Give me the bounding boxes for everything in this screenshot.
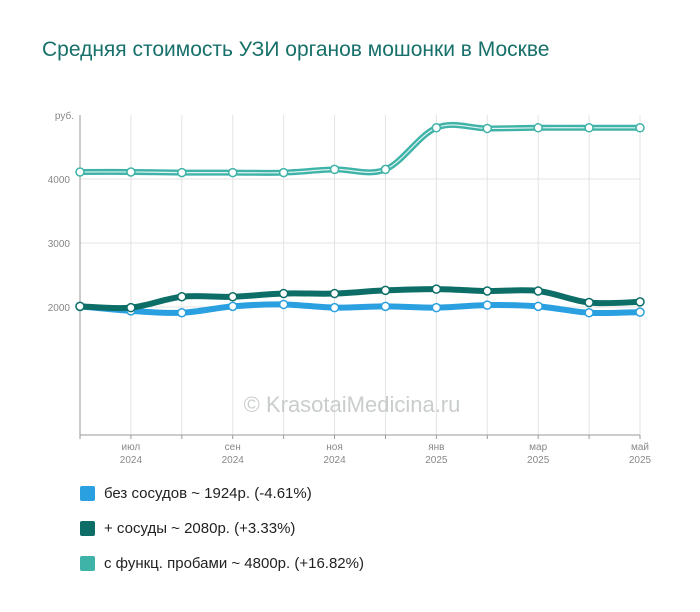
legend-item[interactable]: с функц. пробами ~ 4800р. (+16.82%) xyxy=(80,554,364,572)
x-tick-label-month: янв xyxy=(428,442,444,453)
x-tick-label-month: мар xyxy=(529,442,547,453)
legend-label: + сосуды ~ 2080р. (+3.33%) xyxy=(104,519,296,537)
y-tick-label: 2000 xyxy=(48,303,71,314)
data-point xyxy=(75,301,85,312)
x-tick-label-year: 2024 xyxy=(222,455,245,466)
data-point xyxy=(482,286,493,296)
series-1 xyxy=(75,299,645,318)
data-point xyxy=(533,301,543,312)
data-point xyxy=(380,301,391,312)
data-point xyxy=(126,167,136,177)
data-point xyxy=(431,123,442,133)
y-tick-label: 4000 xyxy=(48,175,71,186)
y-tick-labels: руб. 2000 3000 4000 xyxy=(48,110,74,314)
data-point xyxy=(227,292,238,302)
data-point xyxy=(329,302,340,313)
data-point xyxy=(278,167,289,178)
data-point xyxy=(126,302,136,313)
data-point xyxy=(584,297,594,308)
data-point xyxy=(329,164,340,175)
x-tick-labels: июл 2024 сен 2024 ноя 2024 янв 2025 мар 2025 май 20… xyxy=(120,442,652,466)
data-point xyxy=(278,299,289,310)
data-point xyxy=(380,285,391,296)
legend-swatch xyxy=(80,485,95,501)
data-point xyxy=(278,288,289,299)
data-point xyxy=(635,307,645,317)
x-tick-label-year: 2024 xyxy=(323,455,346,466)
chart-title: Средняя стоимость УЗИ органов мошонки в … xyxy=(42,38,550,61)
x-tick-label-year: 2025 xyxy=(425,455,448,466)
data-point xyxy=(482,123,493,134)
series-lines xyxy=(75,122,645,318)
data-point xyxy=(431,302,442,313)
data-point xyxy=(431,284,442,294)
data-point xyxy=(584,123,594,133)
series-line xyxy=(77,122,643,176)
series-3 xyxy=(75,122,645,178)
data-point xyxy=(227,167,238,178)
series-line xyxy=(77,301,643,317)
series-line-highlight xyxy=(79,124,640,174)
y-tick-label: 3000 xyxy=(48,239,71,250)
data-point xyxy=(177,167,187,178)
data-point xyxy=(75,167,85,177)
x-tick-label-month: ноя xyxy=(326,442,343,453)
x-tick-label-month: май xyxy=(631,442,649,453)
grid xyxy=(80,115,641,435)
legend-item[interactable]: без сосудов ~ 1924р. (-4.61%) xyxy=(80,484,364,502)
legend-item[interactable]: + сосуды ~ 2080р. (+3.33%) xyxy=(80,519,364,537)
data-point xyxy=(380,164,391,175)
x-tick-label-year: 2025 xyxy=(629,455,652,466)
data-point xyxy=(177,308,187,318)
x-tick-label-year: 2024 xyxy=(120,455,143,466)
legend-label: с функц. пробами ~ 4800р. (+16.82%) xyxy=(104,554,364,572)
x-tick-label-month: июл xyxy=(122,442,141,453)
data-point xyxy=(635,123,645,133)
axes xyxy=(79,115,641,439)
data-point xyxy=(533,286,543,296)
x-tick-label-month: сен xyxy=(225,442,241,453)
series-2 xyxy=(75,284,645,313)
x-tick-label-year: 2025 xyxy=(527,455,550,466)
data-point xyxy=(635,297,645,307)
data-point xyxy=(584,308,594,318)
legend-swatch xyxy=(80,555,95,571)
y-axis-unit-label: руб. xyxy=(55,110,74,122)
data-point xyxy=(329,288,340,299)
data-point xyxy=(533,123,543,133)
legend-label: без сосудов ~ 1924р. (-4.61%) xyxy=(104,484,312,502)
data-point xyxy=(482,300,493,310)
legend: без сосудов ~ 1924р. (-4.61%) + сосуды ~ … xyxy=(80,484,364,589)
legend-swatch xyxy=(80,520,95,536)
data-point xyxy=(177,292,187,302)
data-point xyxy=(227,301,238,312)
watermark: © KrasotaiMedicina.ru xyxy=(244,392,461,417)
